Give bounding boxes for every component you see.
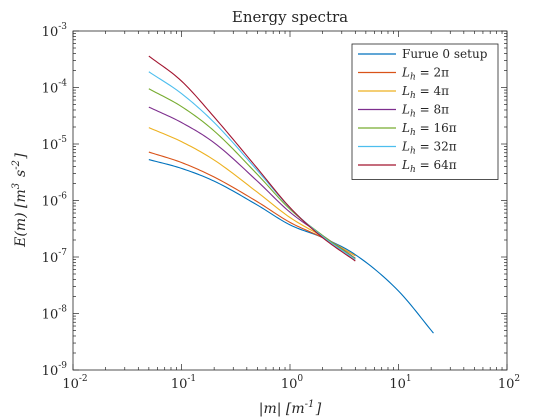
axis-ticks — [72, 30, 508, 371]
legend-label-0: Furue 0 setup — [402, 47, 488, 61]
y-tick-label-6: 10-3 — [42, 22, 68, 40]
x-axis-label: |m| [m-1 ] — [259, 399, 322, 417]
series-line-0 — [148, 159, 434, 334]
y-tick-label-0: 10-9 — [42, 361, 68, 379]
plot-marks — [148, 55, 434, 334]
x-tick-label-4: 102 — [498, 374, 520, 392]
chart-title: Energy spectra — [232, 8, 348, 26]
x-tick-label-1: 10-1 — [171, 374, 196, 392]
y-tick-label-2: 10-7 — [42, 248, 68, 266]
y-tick-label-4: 10-5 — [42, 135, 68, 153]
series-line-3 — [148, 106, 356, 259]
x-tick-label-0: 10-2 — [62, 374, 87, 392]
x-tick-label-2: 100 — [281, 374, 304, 392]
legend-label-4: Lh = 16π — [401, 121, 457, 138]
legend-label-1: Lh = 2π — [401, 66, 449, 83]
y-tick-label-5: 10-4 — [42, 79, 68, 97]
legend-label-3: Lh = 8π — [401, 103, 449, 120]
series-line-5 — [148, 71, 356, 261]
y-tick-label-1: 10-8 — [42, 305, 68, 323]
series-line-4 — [148, 88, 356, 260]
legend-box — [351, 43, 499, 180]
legend-label-5: Lh = 32π — [401, 140, 457, 157]
legend-label-2: Lh = 4π — [401, 84, 449, 101]
tick-labels: 10-2 10-1 100 101 102 10-9 10-8 10-7 10-6 10-5 10-… — [42, 22, 520, 392]
x-tick-label-3: 101 — [389, 374, 411, 392]
legend-label-6: Lh = 64π — [401, 158, 457, 175]
y-axis-label: E(m) [m3 s-2 ] — [11, 153, 29, 248]
series-line-6 — [148, 55, 356, 262]
y-tick-label-3: 10-6 — [42, 192, 68, 210]
